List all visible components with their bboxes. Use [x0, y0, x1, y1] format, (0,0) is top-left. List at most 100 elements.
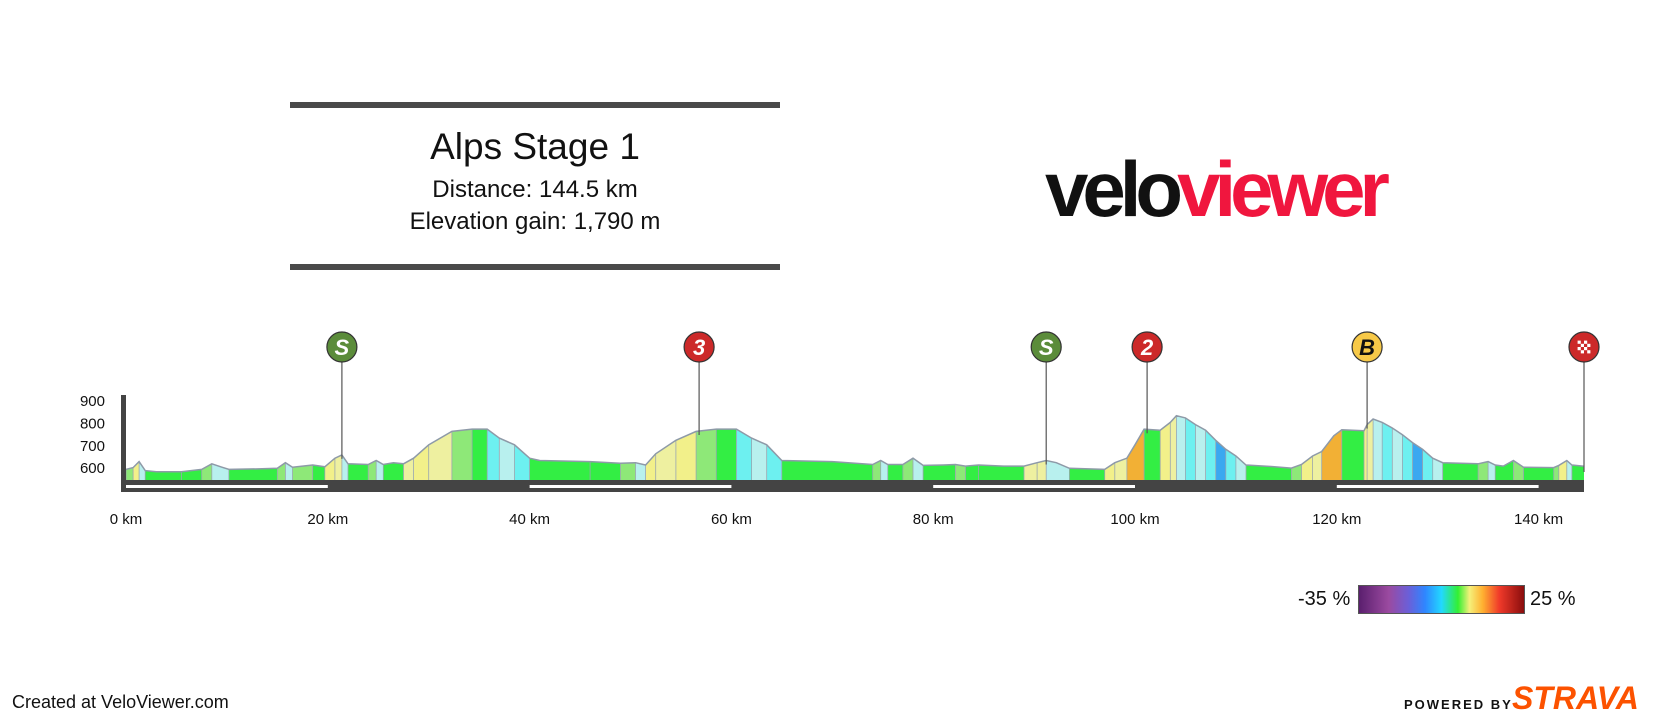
gradient-segment — [1160, 415, 1171, 480]
gradient-segment — [413, 415, 430, 480]
marker-label: B — [1359, 335, 1375, 360]
marker-label: S — [335, 335, 350, 360]
gradient-segment — [126, 415, 134, 480]
sprint-marker — [1030, 331, 1062, 363]
gradient-segment — [965, 415, 979, 480]
profile-outline — [125, 414, 1585, 473]
y-tick-label: 600 — [80, 460, 105, 477]
gradient-segment — [1382, 415, 1393, 480]
gradient-segment — [1291, 415, 1302, 480]
gradient-legend-max: 25 % — [1530, 588, 1576, 610]
gradient-segment — [145, 415, 182, 480]
gradient-segment — [880, 415, 889, 480]
x-tick-label: 40 km — [509, 511, 550, 528]
gradient-segment — [312, 415, 326, 480]
sprint-marker — [326, 331, 358, 363]
gradient-segment — [635, 415, 646, 480]
strava-logo: STRAVA — [1512, 680, 1639, 716]
y-tick-label: 700 — [80, 438, 105, 455]
marker-label: 3 — [693, 335, 705, 360]
gradient-segment — [368, 415, 377, 480]
chart-axes: 900 800 700 600 0 km 20 km 40 km 60 km 80 km 100 … — [80, 393, 1584, 528]
gradient-segment — [1205, 415, 1217, 480]
veloviewer-logo: veloviewer — [1045, 150, 1390, 228]
gradient-segment — [872, 415, 882, 480]
gradient-segment — [751, 415, 768, 480]
y-tick-label: 900 — [80, 393, 105, 410]
gradient-segment — [1488, 415, 1496, 480]
gradient-segment — [1402, 415, 1413, 480]
created-at-text: Created at VeloViewer.com — [12, 692, 229, 712]
gradient-segment — [887, 415, 904, 480]
gradient-segment — [1364, 415, 1368, 480]
marker-label: 2 — [1140, 335, 1154, 360]
gradient-legend-min: -35 % — [1298, 588, 1351, 610]
stage-title: Alps Stage 1 — [430, 126, 640, 167]
title-top-rule — [290, 102, 780, 108]
gradient-segment — [1558, 415, 1568, 480]
elevation-profile-chart: S 3 S 2 B 900 800 700 600 0 km 20 km 40 km 60 km 80 … — [80, 331, 1600, 528]
distance-stripe — [1336, 485, 1539, 488]
x-tick-label: 20 km — [307, 511, 348, 528]
gradient-segment — [1104, 415, 1116, 480]
gradient-segment — [1176, 415, 1186, 480]
logo-part-viewer: viewer — [1177, 145, 1390, 233]
gradient-segment — [923, 415, 956, 480]
distance-stripe — [933, 485, 1135, 488]
gradient-segment — [472, 415, 488, 480]
gradient-segment — [1442, 415, 1479, 480]
gradient-segment — [1412, 415, 1423, 480]
gradient-segment — [201, 415, 213, 480]
gradient-segment — [428, 415, 453, 480]
gradient-segment — [781, 415, 873, 480]
gradient-segment — [383, 415, 404, 480]
x-tick-label: 100 km — [1110, 511, 1159, 528]
x-tick-label: 140 km — [1514, 511, 1563, 528]
gradient-segment — [1235, 415, 1247, 480]
gradient-segment — [292, 415, 314, 480]
gradient-segment — [1195, 415, 1206, 480]
gradient-segment — [1513, 415, 1524, 480]
gradient-segment — [529, 415, 591, 480]
distance-text: Distance: 144.5 km — [432, 176, 638, 203]
gradient-segment — [1553, 415, 1560, 480]
title-bottom-rule — [290, 264, 780, 270]
finish-flag-square — [1584, 340, 1588, 344]
gradient-segment — [139, 415, 146, 480]
gradient-segment — [285, 415, 293, 480]
gradient-segment — [1523, 415, 1555, 480]
distance-stripe — [126, 485, 328, 488]
gradient-segment — [696, 415, 717, 480]
finish-flag-square — [1580, 350, 1584, 354]
y-axis-line — [121, 395, 126, 492]
finish-flag-square — [1577, 347, 1581, 351]
gradient-segment — [1341, 415, 1365, 480]
gradient-segment — [133, 415, 140, 480]
y-tick-label: 800 — [80, 415, 105, 432]
gradient-segment — [181, 415, 203, 480]
powered-by-text: POWERED BY — [1404, 697, 1513, 712]
gradient-segment — [955, 415, 966, 480]
x-tick-label: 0 km — [110, 511, 143, 528]
gradient-segment — [1069, 415, 1106, 480]
gradient-segment — [1373, 415, 1383, 480]
climb-marker — [1131, 331, 1163, 363]
gradient-segment — [1312, 415, 1323, 480]
finish-flag-square — [1587, 343, 1591, 347]
gradient-segment — [1225, 415, 1237, 480]
gradient-segment — [1422, 415, 1434, 480]
gradient-segment — [451, 415, 473, 480]
gradient-segment — [1144, 415, 1161, 480]
gradient-segment — [1185, 415, 1196, 480]
gradient-segment — [376, 415, 384, 480]
gradient-segment — [1170, 415, 1177, 480]
finish-flag-square — [1587, 350, 1591, 354]
gradient-segment — [277, 415, 286, 480]
gradient-segment — [1321, 415, 1343, 480]
gradient-legend-bar — [1358, 585, 1525, 614]
x-axis-bar — [121, 480, 1584, 492]
gradient-segment — [1367, 415, 1374, 480]
route-markers: S 3 S 2 B — [326, 331, 1600, 472]
gradient-segment — [487, 415, 500, 480]
gradient-segment — [590, 415, 621, 480]
